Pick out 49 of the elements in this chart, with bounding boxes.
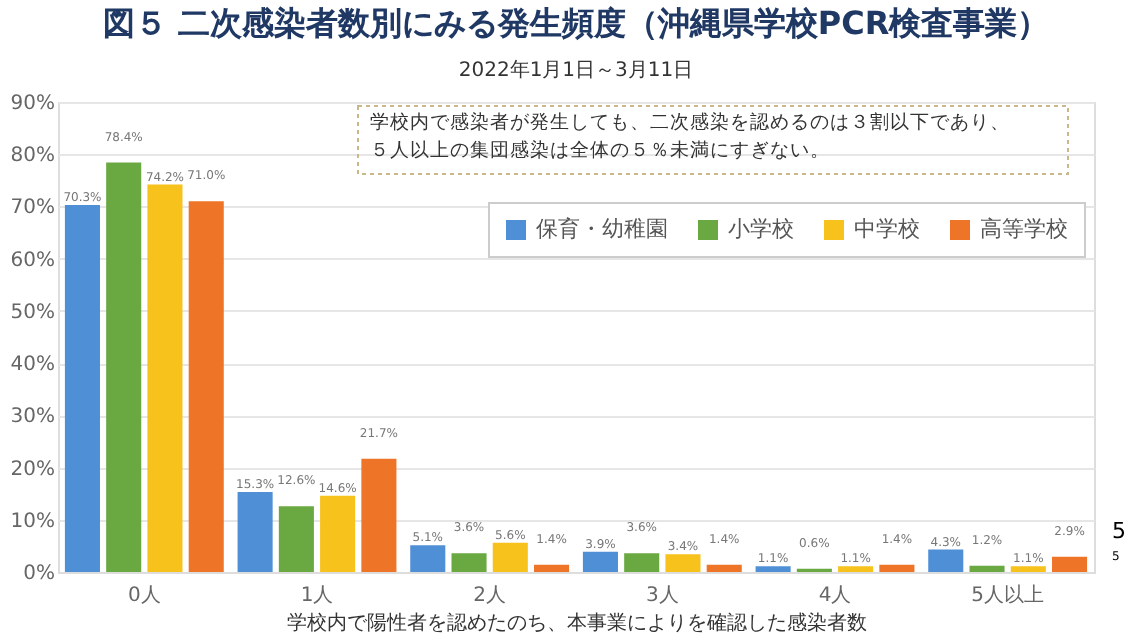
bar [147, 184, 183, 572]
y-tick-label: 60% [10, 249, 55, 272]
y-tick-label: 50% [10, 301, 55, 324]
x-tick-label: 4人 [818, 585, 852, 607]
annotation: 学校内で感染者が発生しても、二次感染を認めるのは３割以下であり、 [370, 110, 1010, 134]
chart-subtitle: 2022年1月1日～3月11日 [458, 58, 694, 82]
annotation: ５人以上の集団感染は全体の５％未満にすぎない。 [370, 138, 830, 162]
bar [582, 551, 618, 572]
x-tick-label: 0人 [127, 585, 161, 607]
y-tick-label: 10% [10, 510, 55, 533]
bar [706, 564, 742, 572]
bar [492, 542, 528, 572]
y-tick-label: 20% [10, 458, 55, 481]
bar [879, 564, 915, 572]
bar [928, 549, 964, 572]
bar [1052, 556, 1088, 572]
y-tick-label: 0% [23, 563, 55, 585]
bar [451, 553, 487, 572]
bar [278, 506, 314, 572]
bar [64, 204, 100, 572]
y-tick-label: 30% [10, 406, 55, 429]
legend-label: 中学校 [854, 216, 920, 242]
x-tick-label: 1人 [300, 585, 334, 607]
x-axis-title: 学校内で陽性者を認めたのち、本事業によりを確認した感染者数 [287, 611, 867, 635]
bar [237, 492, 273, 572]
y-tick-label: 70% [10, 197, 55, 220]
text: 5 [1112, 518, 1126, 544]
legend-label: 小学校 [728, 216, 794, 242]
bar [969, 565, 1005, 572]
bar [410, 545, 446, 572]
bar [1010, 566, 1046, 572]
y-tick-label: 40% [10, 354, 55, 377]
legend-label: 保育・幼稚園 [536, 216, 668, 242]
y-tick-label: 80% [10, 145, 55, 168]
bar [106, 162, 142, 572]
bar [188, 201, 224, 572]
chart-title: 図５ 二次感染者数別にみる発生頻度（沖縄県学校PCR検査事業） [102, 4, 1050, 42]
x-tick-label: 5人以上 [971, 583, 1045, 607]
bar [624, 553, 660, 572]
legend-label: 高等学校 [980, 216, 1068, 242]
bar [534, 564, 570, 572]
x-tick-label: 2人 [473, 585, 507, 607]
x-tick-label: 3人 [645, 585, 679, 607]
bar [838, 566, 874, 572]
bar [665, 554, 701, 572]
bar [361, 458, 397, 572]
y-tick-label: 90% [10, 93, 55, 115]
bar [320, 495, 356, 572]
bar [755, 566, 791, 572]
